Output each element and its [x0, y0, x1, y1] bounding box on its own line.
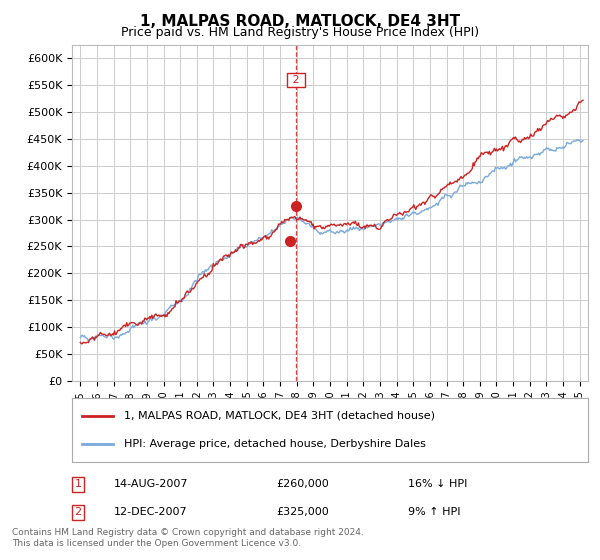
Text: 1, MALPAS ROAD, MATLOCK, DE4 3HT (detached house): 1, MALPAS ROAD, MATLOCK, DE4 3HT (detach… [124, 410, 434, 421]
Text: £260,000: £260,000 [276, 479, 329, 489]
Text: 2: 2 [74, 507, 82, 517]
Text: £325,000: £325,000 [276, 507, 329, 517]
Text: HPI: Average price, detached house, Derbyshire Dales: HPI: Average price, detached house, Derb… [124, 439, 425, 449]
Text: 1: 1 [74, 479, 82, 489]
Text: 16% ↓ HPI: 16% ↓ HPI [408, 479, 467, 489]
Text: 12-DEC-2007: 12-DEC-2007 [114, 507, 188, 517]
Text: 14-AUG-2007: 14-AUG-2007 [114, 479, 188, 489]
Text: Price paid vs. HM Land Registry's House Price Index (HPI): Price paid vs. HM Land Registry's House … [121, 26, 479, 39]
Text: 1, MALPAS ROAD, MATLOCK, DE4 3HT: 1, MALPAS ROAD, MATLOCK, DE4 3HT [140, 14, 460, 29]
Text: Contains HM Land Registry data © Crown copyright and database right 2024.
This d: Contains HM Land Registry data © Crown c… [12, 528, 364, 548]
Text: 2: 2 [289, 74, 303, 85]
Text: 9% ↑ HPI: 9% ↑ HPI [408, 507, 461, 517]
